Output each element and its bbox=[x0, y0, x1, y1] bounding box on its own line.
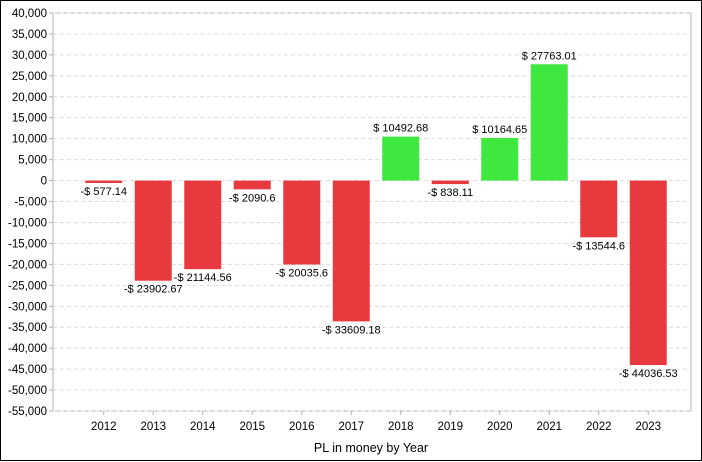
y-tick-label: 20,000 bbox=[12, 92, 47, 104]
x-axis-tick-labels: 2012 2013 2014 2015 2016 2017 2018 2019 2020 2021… bbox=[91, 411, 661, 433]
y-tick-label: -55,000 bbox=[8, 406, 47, 418]
bar-2018 bbox=[382, 136, 420, 181]
y-tick-label: -40,000 bbox=[8, 343, 47, 355]
data-label-2014: -$ 21144.56 bbox=[174, 272, 232, 284]
x-tick-label-2021: 2021 bbox=[536, 421, 562, 433]
data-label-2018: $ 10492.68 bbox=[373, 123, 428, 135]
x-tick-label-2014: 2014 bbox=[190, 421, 216, 433]
bar-2013 bbox=[134, 180, 172, 281]
data-label-2015: -$ 2090.6 bbox=[229, 192, 275, 204]
data-label-2013: -$ 23902.67 bbox=[124, 284, 183, 296]
bars bbox=[85, 64, 667, 366]
y-tick-label: 10,000 bbox=[12, 134, 47, 146]
y-tick-label: -5,000 bbox=[14, 197, 47, 209]
data-label-2012: -$ 577.14 bbox=[81, 186, 127, 198]
bar-2020 bbox=[481, 137, 519, 181]
y-tick-label: -20,000 bbox=[8, 259, 47, 271]
x-tick-label-2015: 2015 bbox=[239, 421, 265, 433]
x-tick-label-2012: 2012 bbox=[91, 421, 117, 433]
y-tick-label: 25,000 bbox=[12, 71, 47, 83]
data-label-2023: -$ 44036.53 bbox=[619, 368, 678, 380]
data-label-2022: -$ 13544.6 bbox=[572, 240, 625, 252]
x-tick-label-2022: 2022 bbox=[586, 421, 612, 433]
y-tick-label: -30,000 bbox=[8, 301, 47, 313]
x-tick-label-2019: 2019 bbox=[437, 421, 463, 433]
y-axis-tick-labels: 40,000 35,000 30,000 25,000 20,000 15,000 10,0… bbox=[8, 8, 47, 418]
data-label-2016: -$ 20035.6 bbox=[275, 268, 328, 280]
bar-2019 bbox=[431, 180, 469, 185]
y-tick-label: 15,000 bbox=[12, 113, 47, 125]
y-tick-label: -10,000 bbox=[8, 217, 47, 229]
bar-2015 bbox=[233, 180, 271, 190]
bar-2012 bbox=[85, 180, 123, 183]
x-tick-label-2018: 2018 bbox=[388, 421, 414, 433]
bar-2022 bbox=[580, 180, 618, 238]
y-tick-label: -50,000 bbox=[8, 385, 47, 397]
y-tick-label: -25,000 bbox=[8, 280, 47, 292]
data-label-2021: $ 27763.01 bbox=[522, 50, 577, 62]
bar-2017 bbox=[332, 180, 370, 322]
y-tick-label: 30,000 bbox=[12, 50, 47, 62]
x-axis-title: PL in money by Year bbox=[314, 441, 428, 455]
y-tick-label: 5,000 bbox=[18, 155, 47, 167]
x-tick-label-2016: 2016 bbox=[289, 421, 315, 433]
data-labels: -$ 577.14 -$ 23902.67-$ 21144.56 -$ 2090.6… bbox=[81, 50, 678, 380]
x-tick-label-2023: 2023 bbox=[635, 421, 661, 433]
x-tick-label-2017: 2017 bbox=[338, 421, 364, 433]
bar-2016 bbox=[283, 180, 321, 265]
x-tick-label-2013: 2013 bbox=[140, 421, 166, 433]
bar-2023 bbox=[629, 180, 667, 366]
data-label-2017: -$ 33609.18 bbox=[322, 324, 381, 336]
y-tick-label: 0 bbox=[41, 176, 47, 188]
bar-2014 bbox=[184, 180, 222, 270]
y-tick-label: -45,000 bbox=[8, 364, 47, 376]
y-tick-label: 40,000 bbox=[12, 8, 47, 20]
bar-2021 bbox=[530, 64, 568, 181]
data-label-2020: $ 10164.65 bbox=[472, 124, 527, 136]
y-tick-label: -15,000 bbox=[8, 238, 47, 250]
y-tick-label: 35,000 bbox=[12, 29, 47, 41]
x-tick-label-2020: 2020 bbox=[487, 421, 513, 433]
y-tick-label: -35,000 bbox=[8, 322, 47, 334]
data-label-2019: -$ 838.11 bbox=[427, 187, 473, 199]
